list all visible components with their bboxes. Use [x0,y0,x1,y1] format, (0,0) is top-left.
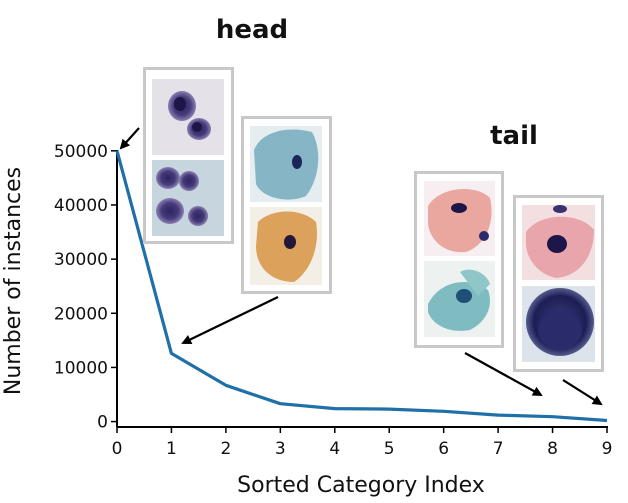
x-axis-label: Sorted Category Index [237,473,485,498]
x-tick-label: 7 [493,439,504,459]
head-image-group-2 [241,116,332,294]
pink-cell-icon [522,205,595,280]
arrow-tail-index9 [562,379,603,406]
x-tick-label: 2 [220,439,231,459]
teal-cell-cluster-icon [424,261,495,337]
y-tick-label: 50000 [54,142,108,162]
y-tick-label: 20000 [54,304,108,324]
x-tick-label: 9 [602,439,613,459]
arrow-tail-index8 [464,352,543,396]
annotation-head: head [216,15,288,45]
tail-image-group-2 [513,195,604,372]
y-ticks: 0 10000 20000 30000 40000 50000 [54,142,117,433]
y-tick-label: 0 [97,413,108,433]
x-tick-label: 5 [384,439,395,459]
arrow-head-index1 [181,296,279,345]
orange-squamous-cell-icon [250,207,322,285]
series-layer [115,150,608,423]
dark-round-cell-icon [522,286,595,362]
axes [116,150,608,428]
x-tick-label: 4 [329,439,340,459]
x-tick-label: 0 [112,439,123,459]
pink-squamous-cell-icon [424,181,495,256]
y-axis-label: Number of instances [1,167,26,395]
x-tick-label: 8 [547,439,558,459]
x-ticks: 0 1 2 3 4 5 6 7 8 9 [112,427,613,459]
arrow-head-top [119,127,140,150]
y-tick-label: 40000 [54,196,108,216]
tail-image-group-1 [414,171,504,348]
x-tick-label: 6 [438,439,449,459]
annotation-tail: tail [490,121,538,151]
arrows [119,127,603,406]
x-tick-label: 3 [275,439,286,459]
x-tick-label: 1 [166,439,177,459]
y-tick-label: 10000 [54,358,108,378]
blue-squamous-cell-icon [250,126,322,202]
purple-nuclei-cells-icon [152,79,224,155]
series-line [115,150,608,423]
head-image-group-1 [143,67,234,244]
purple-nuclei-cells-icon [152,160,224,236]
y-tick-label: 30000 [54,250,108,270]
